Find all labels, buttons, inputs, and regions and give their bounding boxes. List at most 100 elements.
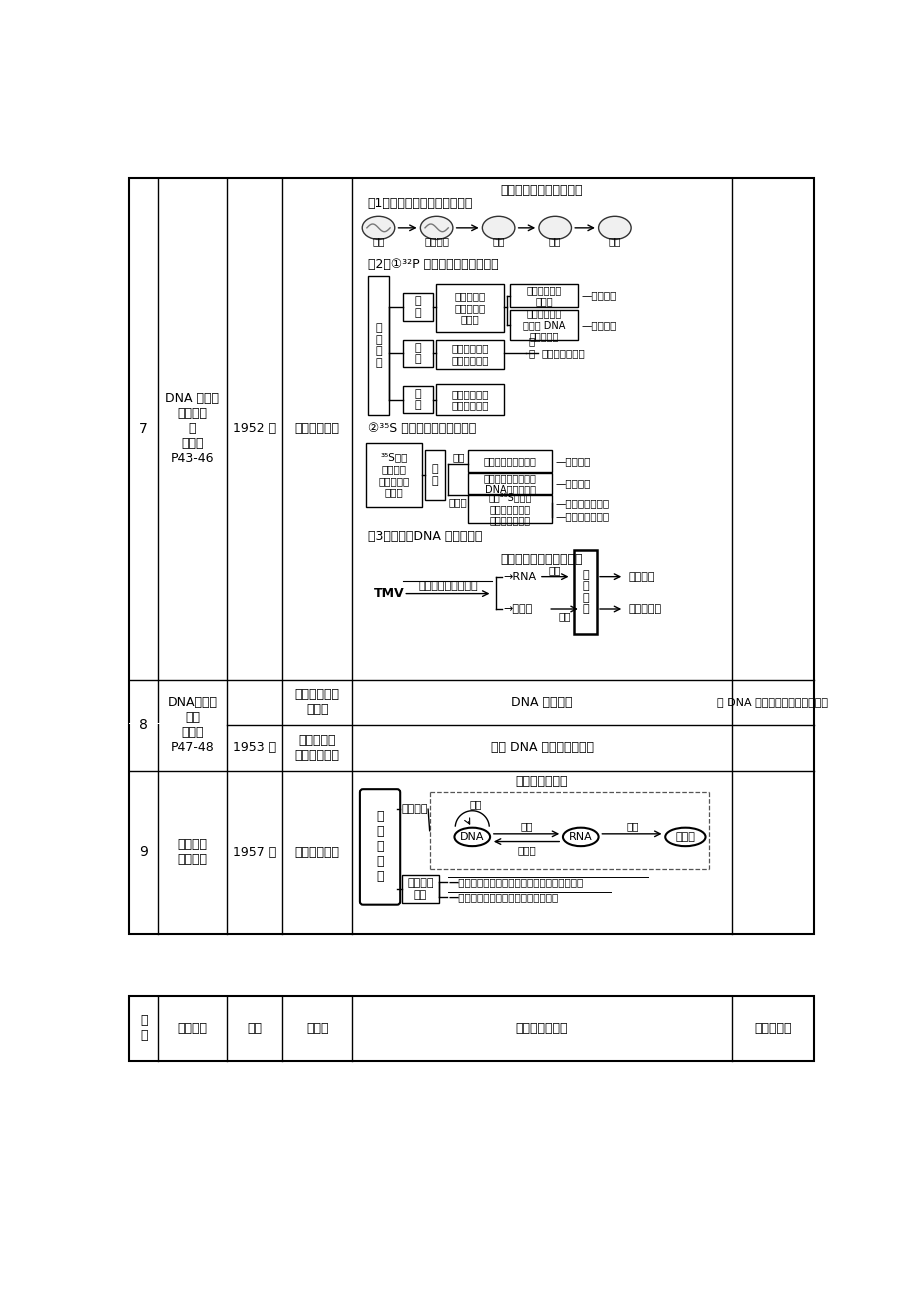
Text: 7: 7	[139, 422, 148, 436]
Text: 过
长: 过 长	[414, 389, 421, 410]
Text: DNA 是主要
的遗传物
质
必修二
P43-46: DNA 是主要 的遗传物 质 必修二 P43-46	[165, 392, 220, 465]
Text: 意义及其他: 意义及其他	[754, 1022, 791, 1035]
Text: RNA: RNA	[568, 832, 592, 842]
Bar	[436, 384, 504, 415]
Text: 威尔金斯和富
兰克林: 威尔金斯和富 兰克林	[294, 689, 339, 716]
Text: 【美】沃森
【英】克里克: 【美】沃森 【英】克里克	[294, 733, 339, 762]
Text: 上清液为噬菌
体外壳: 上清液为噬菌 体外壳	[527, 285, 562, 306]
Text: 9: 9	[139, 845, 148, 859]
Bar	[468, 474, 551, 493]
Text: 沉淀物为包含
噬菌体 DNA
的大肠杆菌: 沉淀物为包含 噬菌体 DNA 的大肠杆菌	[523, 309, 565, 341]
Text: 科学家: 科学家	[306, 1022, 328, 1035]
Ellipse shape	[362, 216, 394, 240]
Text: —无放射性: —无放射性	[581, 290, 617, 301]
Text: 吸附: 吸附	[372, 236, 384, 246]
Bar	[468, 450, 551, 471]
Bar	[510, 310, 578, 340]
Text: 上清液为噬菌体外壳: 上清液为噬菌体外壳	[483, 456, 536, 466]
Text: 控制性状
途径: 控制性状 途径	[407, 878, 433, 900]
Text: 合
理: 合 理	[414, 297, 421, 318]
Text: 保
温
时
间: 保 温 时 间	[375, 323, 381, 368]
Text: 噬菌体侵染细菌的实验：: 噬菌体侵染细菌的实验：	[500, 184, 583, 197]
Bar	[403, 293, 432, 322]
Text: 未感染病毒: 未感染病毒	[628, 604, 661, 615]
Text: 1952 年: 1952 年	[233, 422, 276, 435]
Text: 逆转录: 逆转录	[516, 845, 536, 855]
Bar	[403, 385, 432, 414]
Bar	[129, 178, 813, 934]
Text: 少量³⁵S噬菌体
蛋白质外壳吸附
在大肠杆菌表面: 少量³⁵S噬菌体 蛋白质外壳吸附 在大肠杆菌表面	[488, 492, 531, 526]
Text: 沉淀物为包含噬菌体
DNA的大肠杆菌: 沉淀物为包含噬菌体 DNA的大肠杆菌	[483, 473, 536, 495]
Text: （3）结论：DNA 是遗传物质: （3）结论：DNA 是遗传物质	[368, 530, 482, 543]
Text: 8: 8	[139, 719, 148, 732]
Text: 基因对性
状的控制: 基因对性 状的控制	[177, 838, 208, 866]
Text: 组装: 组装	[549, 236, 561, 246]
FancyBboxPatch shape	[359, 789, 400, 905]
Text: 充分: 充分	[451, 452, 464, 462]
Text: 接种: 接种	[558, 611, 570, 621]
Bar	[403, 340, 432, 367]
Text: 基
因
与
性
状: 基 因 与 性 状	[376, 810, 383, 884]
Text: 序
号: 序 号	[140, 1014, 147, 1043]
Bar	[366, 443, 422, 508]
Text: （1）噬菌体的复制式增殖过程: （1）噬菌体的复制式增殖过程	[368, 198, 472, 211]
Text: DNA分子的
结构
必修二
P47-48: DNA分子的 结构 必修二 P47-48	[167, 697, 217, 754]
Ellipse shape	[598, 216, 630, 240]
Bar	[573, 551, 596, 634]
Bar	[368, 276, 389, 415]
Text: 为 DNA 分子的结构提供数据基础: 为 DNA 分子的结构提供数据基础	[717, 697, 828, 707]
Ellipse shape	[482, 216, 515, 240]
Text: 中心法则的提出: 中心法则的提出	[516, 775, 568, 788]
Text: →蛋白质: →蛋白质	[503, 604, 532, 615]
Text: 构建 DNA 双螺旋结构模型: 构建 DNA 双螺旋结构模型	[490, 741, 593, 754]
Text: ³⁵S噬菌
体与大肠
杆菌混合、
保温后: ³⁵S噬菌 体与大肠 杆菌混合、 保温后	[378, 453, 409, 497]
Ellipse shape	[539, 216, 571, 240]
Text: 【英】克里克: 【英】克里克	[294, 846, 339, 859]
Bar	[425, 450, 445, 500]
Text: →RNA: →RNA	[503, 572, 536, 582]
Text: 不充分: 不充分	[448, 497, 467, 506]
Text: 赫尔希和蔡斯: 赫尔希和蔡斯	[294, 422, 339, 435]
Text: 过
短: 过 短	[414, 342, 421, 365]
Text: —沉淀物放射性低: —沉淀物放射性低	[554, 512, 608, 522]
Text: 注入核酸: 注入核酸	[424, 236, 448, 246]
Bar	[468, 495, 551, 523]
Text: 全部噬菌体
侵染细菌且
未释放: 全部噬菌体 侵染细菌且 未释放	[454, 292, 485, 324]
Text: —通过控制蛋白质的结构直接控制性状: —通过控制蛋白质的结构直接控制性状	[448, 892, 558, 902]
Text: 1957 年: 1957 年	[233, 846, 276, 859]
Ellipse shape	[420, 216, 452, 240]
Text: 搅
拌: 搅 拌	[431, 465, 438, 486]
Text: 部分噬菌体未
侵染大肠杆菌: 部分噬菌体未 侵染大肠杆菌	[450, 344, 488, 365]
Text: 上清液有放射性: 上清液有放射性	[540, 349, 584, 358]
Text: 中心法则: 中心法则	[402, 805, 427, 814]
Text: 1953 年: 1953 年	[233, 741, 276, 754]
Text: 蛋白质: 蛋白质	[675, 832, 695, 842]
Bar	[436, 340, 504, 368]
Text: TMV: TMV	[373, 587, 404, 600]
Bar	[129, 996, 813, 1061]
Text: 烟草花叶病毒的重组实验: 烟草花叶病毒的重组实验	[500, 553, 583, 566]
Text: —有放射性: —有放射性	[581, 320, 617, 329]
Bar	[436, 284, 504, 332]
Ellipse shape	[562, 828, 598, 846]
Text: 复制: 复制	[470, 799, 482, 810]
Text: （2）①³²P 噬菌体侵染大肠杆菌：: （2）①³²P 噬菌体侵染大肠杆菌：	[368, 258, 498, 271]
Text: 重要发现及观点: 重要发现及观点	[516, 1022, 568, 1035]
Text: 正
常
烟
草: 正 常 烟 草	[582, 570, 588, 615]
Text: 探究历程: 探究历程	[177, 1022, 208, 1035]
Bar	[510, 284, 578, 307]
Ellipse shape	[664, 828, 705, 846]
Text: —通过控制酶的合成控制代谢过程间接控制性状: —通过控制酶的合成控制代谢过程间接控制性状	[448, 878, 583, 888]
Ellipse shape	[454, 828, 490, 846]
Text: 接种: 接种	[549, 565, 561, 575]
Text: DNA: DNA	[460, 832, 484, 842]
Text: ②³⁵S 噬菌体侵染大肠杆菌：: ②³⁵S 噬菌体侵染大肠杆菌：	[368, 422, 475, 435]
Text: —上清液放射性高: —上清液放射性高	[554, 497, 608, 508]
Text: 时间: 时间	[246, 1022, 262, 1035]
Text: —无放射性: —无放射性	[554, 479, 590, 488]
Text: 合成: 合成	[492, 236, 505, 246]
Text: DNA 衍射图谱: DNA 衍射图谱	[511, 695, 573, 708]
Text: 部分噬菌体增
殖后释放出来: 部分噬菌体增 殖后释放出来	[450, 389, 488, 410]
Text: 感染病毒: 感染病毒	[628, 572, 653, 582]
Text: 释放: 释放	[608, 236, 620, 246]
